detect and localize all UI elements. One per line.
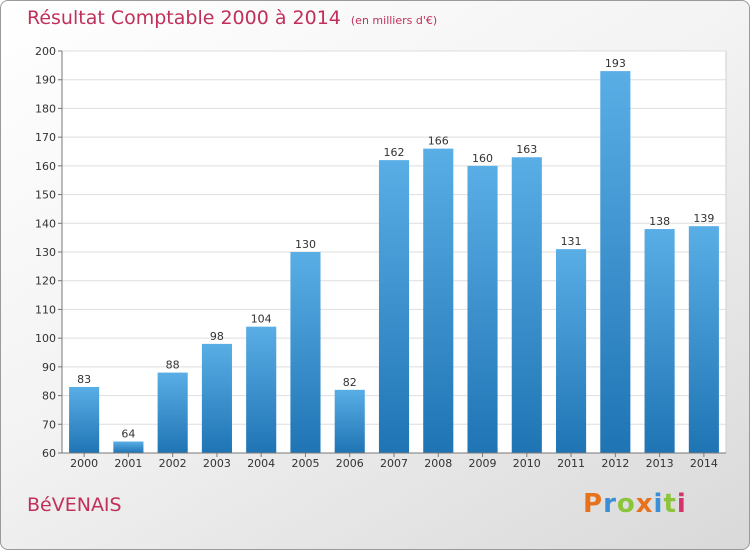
x-tick-label: 2009 [469, 457, 497, 470]
y-tick-label: 90 [42, 361, 56, 374]
y-tick-label: 100 [35, 332, 56, 345]
x-tick-label: 2004 [247, 457, 275, 470]
logo-letter: t [663, 489, 677, 519]
bar-value-label: 131 [561, 235, 582, 248]
bar [334, 389, 365, 453]
proxiti-logo[interactable]: Proxiti [583, 489, 687, 519]
bar-value-label: 64 [121, 428, 135, 441]
x-tick-label: 2012 [601, 457, 629, 470]
bar-value-label: 160 [472, 152, 493, 165]
y-tick-label: 150 [35, 189, 56, 202]
bar [467, 165, 498, 453]
logo-letter: i [653, 489, 664, 519]
y-tick-label: 110 [35, 303, 56, 316]
bar [644, 229, 675, 453]
bar-value-label: 162 [384, 146, 405, 159]
logo-letter: o [616, 489, 636, 519]
bar-value-label: 83 [77, 373, 91, 386]
bar [246, 326, 277, 453]
y-tick-label: 170 [35, 131, 56, 144]
logo-letter: x [635, 489, 654, 519]
bar-value-label: 98 [210, 330, 224, 343]
bar [511, 157, 542, 453]
bar [157, 372, 188, 453]
x-tick-label: 2006 [336, 457, 364, 470]
bar-value-label: 88 [166, 359, 180, 372]
bar [201, 343, 232, 453]
bar-value-label: 130 [295, 238, 316, 251]
logo-letter: i [676, 489, 687, 519]
x-tick-label: 2013 [646, 457, 674, 470]
x-tick-label: 2001 [114, 457, 142, 470]
x-tick-label: 2011 [557, 457, 585, 470]
bar-value-label: 82 [343, 376, 357, 389]
bar [290, 252, 321, 453]
y-tick-label: 130 [35, 246, 56, 259]
bar-value-label: 104 [251, 313, 272, 326]
x-tick-label: 2002 [159, 457, 187, 470]
y-tick-label: 120 [35, 275, 56, 288]
x-tick-label: 2000 [70, 457, 98, 470]
chart-title-text: Résultat Comptable 2000 à 2014 [27, 7, 341, 29]
y-tick-label: 80 [42, 390, 56, 403]
chart-title: Résultat Comptable 2000 à 2014 (en millie… [27, 7, 437, 29]
y-tick-label: 190 [35, 74, 56, 87]
bar [69, 386, 100, 453]
logo-letter: P [583, 489, 604, 519]
bar-value-label: 139 [693, 212, 714, 225]
y-tick-label: 160 [35, 160, 56, 173]
y-tick-label: 200 [35, 45, 56, 58]
x-tick-label: 2014 [690, 457, 718, 470]
bar-value-label: 138 [649, 215, 670, 228]
y-tick-label: 180 [35, 102, 56, 115]
y-axis: 60 70 80 90 100 110 120 130 140 150 160 170 180 190 20… [35, 45, 63, 460]
x-axis: 2000 2001 2002 2003 2004 2005 2006 2007 2008 2009… [62, 452, 726, 470]
x-tick-label: 2003 [203, 457, 231, 470]
bar-value-label: 193 [605, 57, 626, 70]
y-tick-label: 140 [35, 217, 56, 230]
bar [556, 249, 587, 453]
bar [600, 71, 631, 453]
bar [423, 148, 454, 453]
chart-unit: (en milliers d'€) [350, 14, 438, 27]
y-tick-label: 70 [42, 418, 56, 431]
x-tick-label: 2010 [513, 457, 541, 470]
bar [688, 226, 719, 453]
x-tick-label: 2005 [291, 457, 319, 470]
bar [378, 160, 410, 453]
bar-value-label: 166 [428, 135, 449, 148]
x-tick-label: 2007 [380, 457, 408, 470]
bar [113, 441, 144, 453]
y-tick-label: 60 [42, 447, 56, 460]
x-tick-label: 2008 [424, 457, 452, 470]
logo-letter: r [603, 489, 617, 519]
commune-name: BéVENAIS [27, 494, 122, 516]
bars: 83 64 88 98 104 130 82 162 166 160 163 131 193 138 139 [69, 57, 719, 453]
bar-value-label: 163 [516, 143, 537, 156]
